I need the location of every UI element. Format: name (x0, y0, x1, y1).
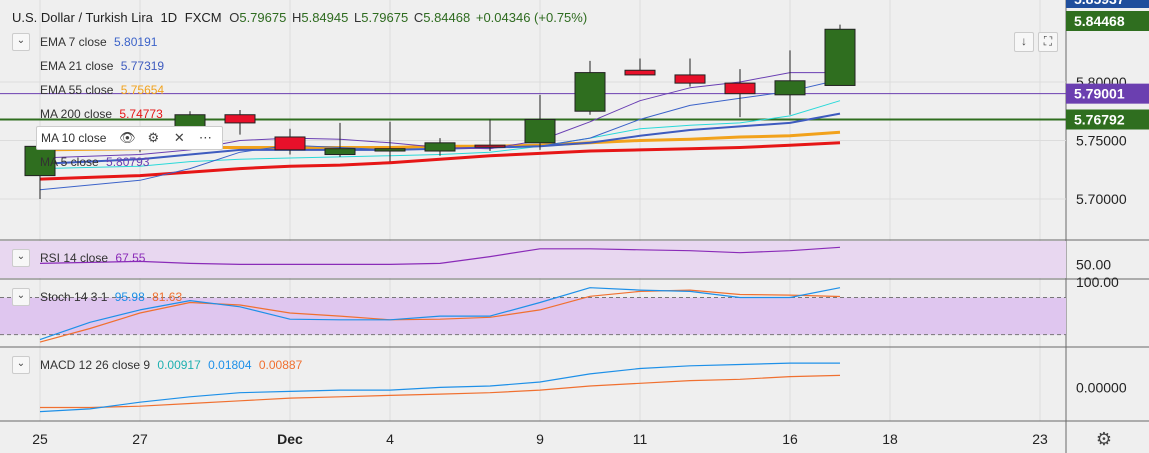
candle-body (624, 69, 656, 76)
down-arrow-icon: ↓ (1021, 34, 1027, 48)
scroll-to-latest-button[interactable]: ↓ (1014, 32, 1034, 52)
rsi-tick-label: 50.00 (1076, 256, 1111, 272)
top-price-badge: 5.85937 (1074, 0, 1125, 7)
candle (474, 119, 506, 152)
eye-icon[interactable]: 👁 (119, 130, 136, 145)
stoch-tick-label: 100.00 (1076, 274, 1119, 290)
settings-gear-icon[interactable]: ⚙ (1096, 429, 1112, 450)
last-price-badge: 5.84468 (1074, 13, 1125, 29)
chevron-down-icon: ⌄ (16, 35, 26, 46)
last-price-badge-bg (1066, 11, 1149, 31)
gear-icon[interactable]: ⚙ (147, 130, 160, 145)
x-tick-label: 18 (882, 431, 898, 447)
legend-ma10-toolbar[interactable]: MA 10 close 👁 ⚙ ✕ ⋯ (36, 126, 224, 150)
candle (624, 58, 656, 76)
chevron-down-icon: ⌄ (16, 251, 26, 262)
candle-body (724, 82, 756, 95)
candle (524, 94, 556, 150)
candle-body (274, 136, 306, 151)
candle (824, 24, 856, 86)
purple-line-badge: 5.79001 (1074, 86, 1125, 102)
candle-body (824, 28, 856, 86)
collapse-macd-button[interactable]: ⌄ (12, 356, 30, 374)
x-tick-label: 11 (633, 431, 648, 447)
close-icon[interactable]: ✕ (173, 130, 185, 145)
candle-body (324, 148, 356, 156)
stoch-band (0, 297, 1066, 335)
price-tick-label: 5.75000 (1076, 132, 1127, 148)
chevron-down-icon: ⌄ (16, 290, 26, 301)
maximize-button[interactable]: ⛶ (1038, 32, 1058, 52)
x-tick-label: 4 (386, 431, 394, 447)
x-tick-label: 27 (132, 431, 148, 447)
x-tick-label: 9 (536, 431, 544, 447)
candle (274, 128, 306, 155)
rsi-band (0, 241, 1066, 278)
x-tick-label: 23 (1032, 431, 1048, 447)
more-icon[interactable]: ⋯ (198, 130, 212, 145)
candle (774, 50, 806, 115)
candle-body (474, 144, 506, 148)
price-tick-label: 5.70000 (1076, 191, 1127, 207)
collapse-stoch-button[interactable]: ⌄ (12, 288, 30, 306)
ma200-line (39, 141, 841, 181)
rsi-line (39, 246, 841, 265)
candle-body (674, 74, 706, 84)
stoch-k-line (39, 287, 841, 341)
green-line-badge: 5.76792 (1074, 112, 1125, 128)
candle-body (224, 114, 256, 124)
x-tick-label: Dec (277, 431, 303, 447)
legend-ma10: MA 10 close (41, 131, 107, 145)
candle (424, 138, 456, 156)
maximize-icon: ⛶ (1043, 34, 1053, 48)
candle-body (24, 145, 56, 177)
candle (24, 145, 56, 200)
macd-signal-line (40, 374, 841, 409)
candle (674, 58, 706, 87)
macd-line (39, 362, 840, 413)
green-line-badge-bg (1066, 109, 1149, 130)
candle (224, 110, 256, 135)
stoch-d-line (39, 289, 841, 343)
candle (574, 60, 606, 115)
candle-body (374, 148, 406, 152)
collapse-rsi-button[interactable]: ⌄ (12, 249, 30, 267)
candle (374, 121, 406, 162)
top-price-badge-bg (1066, 0, 1149, 8)
chevron-down-icon: ⌄ (16, 358, 26, 369)
candle-body (574, 72, 606, 112)
candle-body (524, 118, 556, 144)
x-tick-label: 16 (782, 431, 798, 447)
candle (724, 69, 756, 118)
candle (324, 122, 356, 157)
x-tick-label: 25 (32, 431, 48, 447)
collapse-legend-button[interactable]: ⌄ (12, 33, 30, 51)
candle-body (424, 142, 456, 152)
macd-tick-label: 0.00000 (1076, 379, 1127, 395)
candle-body (774, 80, 806, 96)
purple-line-badge-bg (1066, 83, 1149, 104)
